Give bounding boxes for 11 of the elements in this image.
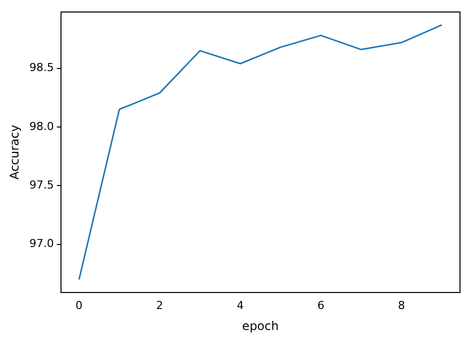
y-axis-title: Accuracy <box>7 124 22 180</box>
x-tick-label: 6 <box>317 298 324 312</box>
y-tick-label: 97.5 <box>29 178 54 192</box>
y-tick-label: 98.5 <box>29 61 54 74</box>
y-tick-label: 98.0 <box>29 120 54 133</box>
x-tick-label: 4 <box>236 298 244 312</box>
x-tick-label: 2 <box>156 298 164 312</box>
x-axis-title: epoch <box>242 318 279 333</box>
y-tick-label: 97.0 <box>29 237 54 250</box>
x-tick-label: 0 <box>76 298 83 312</box>
x-tick-label: 8 <box>398 298 406 312</box>
